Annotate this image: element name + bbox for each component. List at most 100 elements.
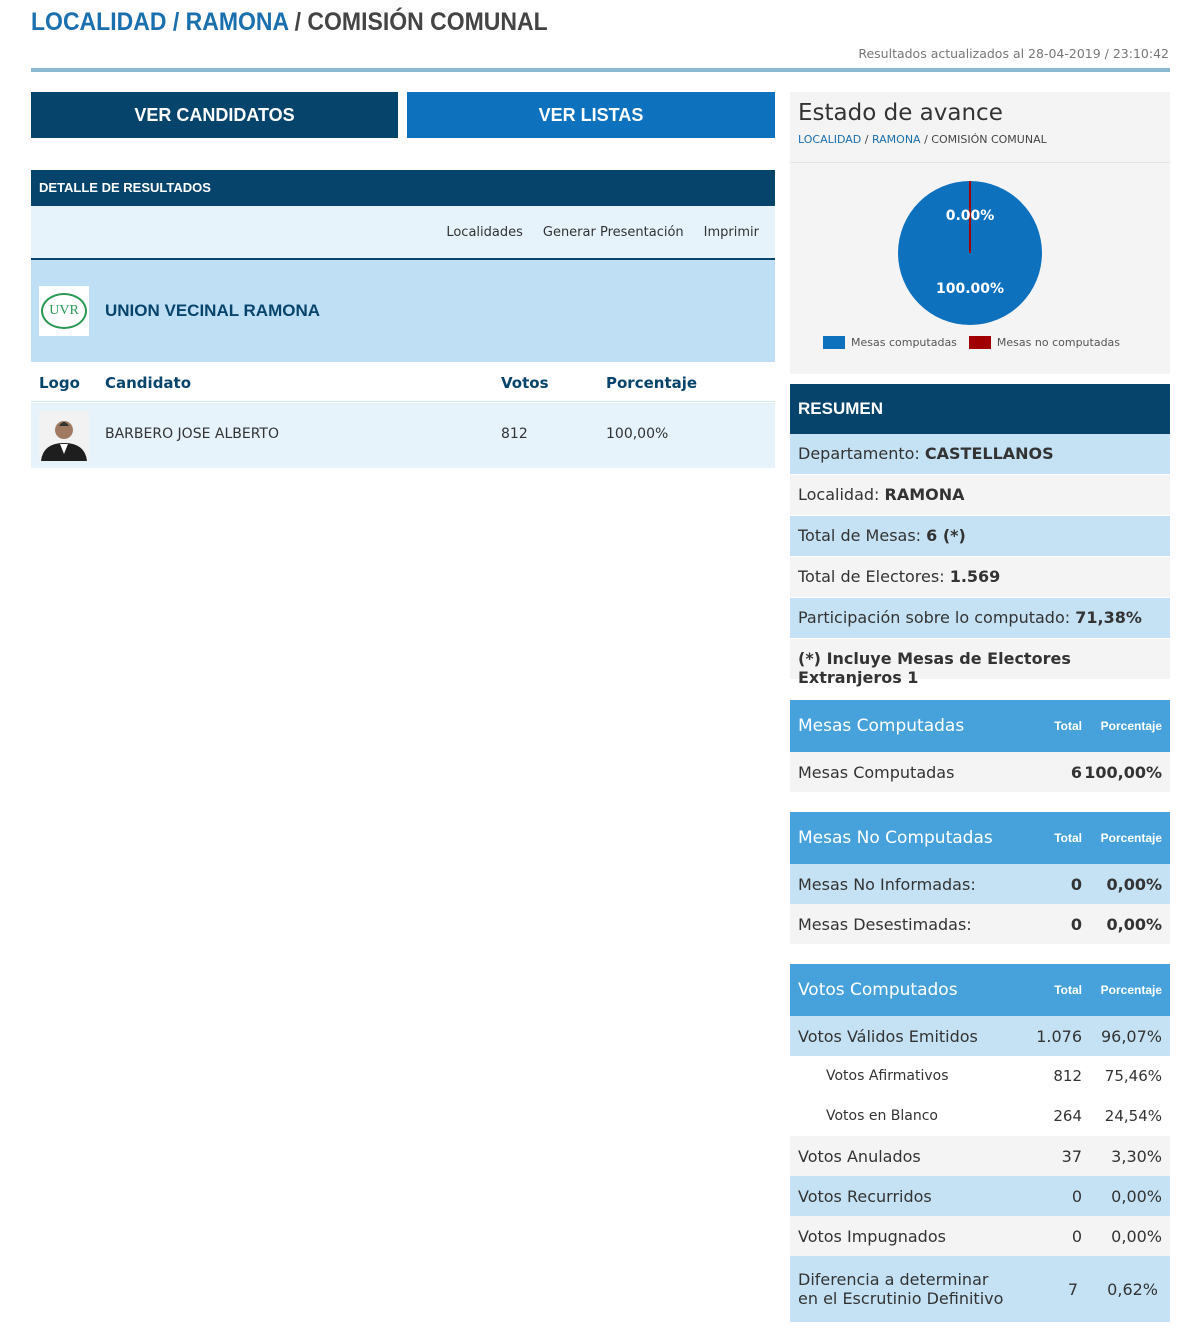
party-name: UNION VECINAL RAMONA	[105, 301, 321, 320]
resumen-label: Localidad:	[798, 485, 885, 504]
resumen-label: Total de Mesas:	[798, 526, 927, 545]
resumen-label: Total de Electores:	[798, 567, 950, 586]
candidate-percent: 100,00%	[606, 426, 669, 442]
row-percent: 24,54%	[1104, 1107, 1162, 1125]
row-percent: 3,30%	[1111, 1146, 1162, 1166]
table-row: Mesas Computadas 6 100,00%	[790, 752, 1170, 792]
divider	[31, 68, 1170, 72]
row-percent: 0,00%	[1106, 914, 1162, 934]
row-percent: 0,62%	[1107, 1279, 1158, 1299]
summary-table-header: Mesas Computadas Total Porcentaje	[790, 700, 1170, 752]
row-percent: 96,07%	[1100, 1026, 1162, 1046]
estado-breadcrumb: LOCALIDAD / RAMONA / COMISIÓN COMUNAL	[798, 133, 1047, 146]
table-title: Mesas No Computadas	[798, 828, 993, 848]
pie-legend: Mesas computadas Mesas no computadas	[823, 336, 1120, 349]
summary-table: Votos Computados Total Porcentaje Votos Vál…	[790, 964, 1170, 1322]
row-total: 0	[1071, 1226, 1082, 1246]
breadcrumb-current: COMISIÓN COMUNAL	[307, 8, 548, 36]
detalle-toolbar: Localidades Generar Presentación Imprimi…	[31, 206, 775, 260]
legend-swatch-computadas	[823, 336, 845, 349]
breadcrumb-localidad[interactable]: LOCALIDAD	[31, 8, 167, 36]
col-votos: Votos	[501, 374, 549, 392]
row-label: Votos Válidos Emitidos	[798, 1026, 978, 1046]
resumen-row: Departamento: CASTELLANOS	[790, 434, 1170, 475]
col-total: Total	[1054, 831, 1082, 845]
ver-candidatos-button[interactable]: VER CANDIDATOS	[31, 92, 398, 138]
legend-label: Mesas computadas	[851, 336, 957, 349]
col-logo: Logo	[39, 374, 80, 392]
resumen-row: Participación sobre lo computado: 71,38%	[790, 598, 1170, 639]
table-row: BARBERO JOSE ALBERTO 812 100,00%	[31, 403, 775, 468]
summary-table-header: Mesas No Computadas Total Porcentaje	[790, 812, 1170, 864]
row-percent: 75,46%	[1104, 1067, 1162, 1085]
candidate-votes: 812	[501, 426, 528, 442]
pie-chart: 0.00% 100.00%	[898, 181, 1042, 325]
col-candidato: Candidato	[105, 374, 192, 392]
row-label: Votos Impugnados	[798, 1226, 946, 1246]
row-total: 6	[1070, 762, 1082, 782]
candidate-photo	[39, 411, 89, 461]
resumen-row: (*) Incluye Mesas de Electores Extranjer…	[790, 639, 1170, 687]
table-row: Votos en Blanco 264 24,54%	[790, 1096, 1170, 1136]
legend-label: Mesas no computadas	[996, 336, 1121, 349]
row-total: 812	[1053, 1067, 1082, 1085]
bc-ramona[interactable]: RAMONA	[871, 133, 921, 146]
party-logo-text: UVR	[41, 293, 87, 329]
candidate-name: BARBERO JOSE ALBERTO	[105, 426, 279, 442]
breadcrumb-sep: /	[166, 8, 186, 36]
table-row: Diferencia a determinar en el Escrutinio…	[790, 1256, 1170, 1322]
resumen-value: RAMONA	[884, 485, 965, 504]
breadcrumb-sep: /	[288, 8, 308, 36]
row-percent: 0,00%	[1106, 874, 1162, 894]
ver-listas-button[interactable]: VER LISTAS	[407, 92, 775, 138]
imprimir-link[interactable]: Imprimir	[703, 224, 759, 240]
table-row: Votos Afirmativos 812 75,46%	[790, 1056, 1170, 1096]
table-row: Votos Impugnados 0 0,00%	[790, 1216, 1170, 1256]
resumen-label: Participación sobre lo computado:	[798, 608, 1076, 627]
pie-data-label: 0.00%	[946, 208, 995, 224]
table-row: Votos Recurridos 0 0,00%	[790, 1176, 1170, 1216]
right-panel: Estado de avance LOCALIDAD / RAMONA / CO…	[790, 92, 1170, 1322]
bc-localidad[interactable]: LOCALIDAD	[798, 133, 862, 146]
party-row: UVR UNION VECINAL RAMONA	[31, 260, 775, 362]
table-row: Votos Anulados 37 3,30%	[790, 1136, 1170, 1176]
table-row: Votos Válidos Emitidos 1.076 96,07%	[790, 1016, 1170, 1056]
resumen-row: Total de Electores: 1.569	[790, 557, 1170, 598]
resumen-value: 71,38%	[1075, 608, 1142, 627]
table-row: Mesas No Informadas: 0 0,00%	[790, 864, 1170, 904]
resumen-row: Total de Mesas: 6 (*)	[790, 516, 1170, 557]
table-title: Mesas Computadas	[798, 716, 965, 736]
generar-presentacion-link[interactable]: Generar Presentación	[542, 224, 684, 240]
candidates-table-header: Logo Candidato Votos Porcentaje	[31, 362, 775, 402]
row-percent: 0,00%	[1111, 1186, 1162, 1206]
resumen-row: Localidad: RAMONA	[790, 475, 1170, 516]
row-total: 1.076	[1036, 1026, 1082, 1046]
updated-timestamp: Resultados actualizados al 28-04-2019 / …	[858, 46, 1169, 61]
bc-current: COMISIÓN COMUNAL	[931, 133, 1047, 146]
estado-title: Estado de avance	[798, 100, 1003, 126]
localidades-link[interactable]: Localidades	[446, 224, 523, 240]
breadcrumb-ramona[interactable]: RAMONA	[185, 8, 289, 36]
row-total: 7	[1067, 1279, 1078, 1299]
row-percent: 0,00%	[1111, 1226, 1162, 1246]
col-porcentaje: Porcentaje	[606, 374, 698, 392]
col-total: Total	[1054, 719, 1082, 733]
row-total: 0	[1070, 874, 1082, 894]
row-percent: 100,00%	[1084, 762, 1162, 782]
row-label: Votos Afirmativos	[826, 1068, 949, 1084]
summary-table-header: Votos Computados Total Porcentaje	[790, 964, 1170, 1016]
col-total: Total	[1054, 983, 1082, 997]
row-label: Votos en Blanco	[826, 1108, 938, 1124]
col-porcentaje: Porcentaje	[1100, 719, 1162, 733]
resumen-list: Departamento: CASTELLANOS Localidad: RAMO…	[790, 434, 1170, 687]
resumen-value: 1.569	[949, 567, 1001, 586]
row-label: Mesas Computadas	[798, 762, 955, 782]
resumen-value: 6 (*)	[926, 526, 966, 545]
table-row: Mesas Desestimadas: 0 0,00%	[790, 904, 1170, 944]
resumen-label: Departamento:	[798, 444, 925, 463]
detalle-header: DETALLE DE RESULTADOS	[31, 170, 775, 206]
row-total: 37	[1061, 1146, 1082, 1166]
row-total: 264	[1053, 1107, 1082, 1125]
table-title: Votos Computados	[798, 980, 958, 1000]
row-label: Votos Recurridos	[798, 1186, 932, 1206]
